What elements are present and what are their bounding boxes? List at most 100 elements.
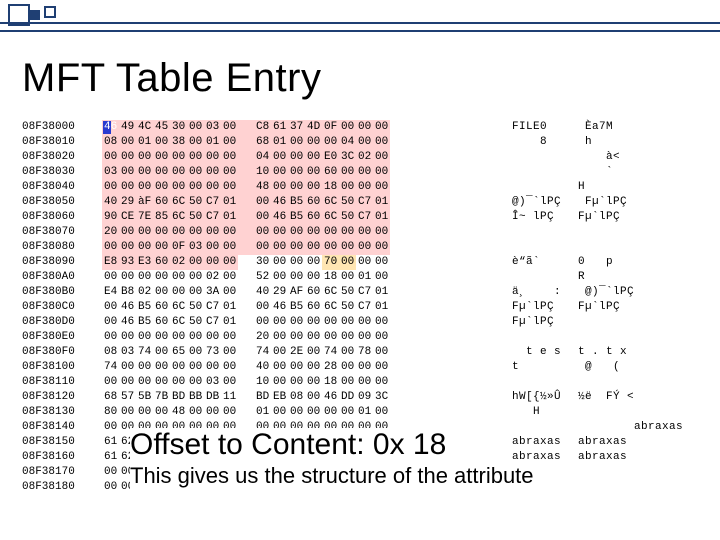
hex-byte: 00	[375, 135, 392, 150]
hex-byte: 08	[290, 390, 307, 405]
hex-byte: 00	[273, 165, 290, 180]
hex-ascii-char	[533, 165, 540, 180]
hex-ascii-char: L	[526, 120, 533, 135]
hex-ascii-char: à	[606, 150, 613, 165]
hex-byte: 03	[121, 345, 138, 360]
hex-byte: 60	[155, 315, 172, 330]
hex-ascii-char	[526, 360, 533, 375]
hex-byte: 00	[104, 180, 121, 195]
hex-byte: 00	[256, 240, 273, 255]
hex-ascii-char	[578, 360, 585, 375]
hex-ascii-char: Ç	[627, 285, 634, 300]
hex-byte: E0	[324, 150, 341, 165]
hex-ascii-char	[561, 285, 568, 300]
hex-ascii-char	[554, 360, 561, 375]
hex-byte: 4C	[138, 120, 155, 135]
hex-ascii-char	[627, 420, 634, 435]
hex-byte: 00	[358, 165, 375, 180]
hex-row: 08F3812068575B7BBDBBDB11BDEB080046DD093C…	[22, 390, 698, 405]
hex-ascii-char	[599, 390, 606, 405]
hex-byte: 00	[104, 270, 121, 285]
hex-ascii-char	[599, 150, 606, 165]
hex-ascii-char	[578, 420, 585, 435]
hex-byte: 50	[189, 210, 206, 225]
hex-ascii-char: F	[512, 315, 519, 330]
hex-byte: 01	[375, 210, 392, 225]
hex-byte: 00	[290, 270, 307, 285]
hex-ascii-char: a	[669, 420, 676, 435]
hex-byte: 00	[273, 180, 290, 195]
hex-ascii-char: a	[613, 435, 620, 450]
hex-byte: 00	[189, 150, 206, 165]
hex-byte: 00	[155, 240, 172, 255]
hex-byte: 00	[223, 150, 240, 165]
hex-ascii-char: ~	[519, 210, 526, 225]
hex-ascii-char	[526, 405, 533, 420]
hex-byte: 00	[307, 225, 324, 240]
hex-byte: 6C	[324, 285, 341, 300]
hex-ascii-char	[585, 255, 592, 270]
hex-ascii-char: `	[592, 300, 599, 315]
hex-ascii-char: P	[613, 195, 620, 210]
hex-byte: C7	[358, 210, 375, 225]
hex-byte: 04	[256, 150, 273, 165]
hex-ascii-char: x	[540, 450, 547, 465]
hex-byte: 61	[104, 450, 121, 465]
hex-byte: 00	[307, 180, 324, 195]
hex-ascii-char	[613, 345, 620, 360]
hex-byte: 61	[273, 120, 290, 135]
hex-byte: 01	[358, 405, 375, 420]
hex-ascii-char: `	[592, 210, 599, 225]
hex-byte: 00	[290, 135, 307, 150]
hex-ascii-char	[540, 165, 547, 180]
hex-byte: 00	[358, 135, 375, 150]
hex-ascii-char	[620, 390, 627, 405]
hex-ascii-char: a	[547, 450, 554, 465]
hex-byte: 00	[121, 405, 138, 420]
hex-ascii-char: @	[512, 195, 519, 210]
hex-byte: 00	[273, 375, 290, 390]
hex-byte: 00	[375, 360, 392, 375]
hex-ascii-char: µ	[585, 210, 592, 225]
hex-byte: C7	[358, 300, 375, 315]
hex-ascii-char	[561, 450, 568, 465]
hex-ascii-char: r	[648, 420, 655, 435]
hex-offset: 08F38160	[22, 450, 92, 465]
hex-byte: 00	[341, 240, 358, 255]
hex-byte: 6C	[172, 315, 189, 330]
hex-byte: 00	[273, 240, 290, 255]
hex-ascii-char	[585, 420, 592, 435]
hex-byte: 00	[324, 330, 341, 345]
hex-byte: 4D	[307, 120, 324, 135]
hex-ascii-char: H	[578, 180, 585, 195]
hex-byte: 00	[223, 330, 240, 345]
hex-ascii-char: ¯	[526, 195, 533, 210]
hex-byte: 00	[290, 225, 307, 240]
hex-byte: 00	[121, 270, 138, 285]
hex-byte: 50	[189, 195, 206, 210]
hex-byte: 70	[324, 255, 341, 270]
hex-offset: 08F380D0	[22, 315, 92, 330]
hex-byte: 00	[172, 150, 189, 165]
hex-byte: 00	[189, 405, 206, 420]
hex-ascii-char	[512, 420, 519, 435]
hex-offset: 08F38030	[22, 165, 92, 180]
hex-byte: 00	[189, 120, 206, 135]
hex-byte: 00	[290, 330, 307, 345]
hex-ascii-char	[533, 150, 540, 165]
hex-byte: 49	[121, 120, 138, 135]
hex-byte: 68	[256, 135, 273, 150]
hex-ascii-char	[599, 360, 606, 375]
hex-byte: 00	[189, 180, 206, 195]
hex-ascii-char	[526, 420, 533, 435]
hex-offset: 08F38130	[22, 405, 92, 420]
hex-ascii-char: Ç	[554, 195, 561, 210]
hex-byte: 01	[256, 405, 273, 420]
hex-byte: 00	[223, 120, 240, 135]
hex-ascii-char	[526, 210, 533, 225]
hex-byte: 00	[121, 135, 138, 150]
hex-byte: 01	[375, 285, 392, 300]
hex-byte: 65	[172, 345, 189, 360]
hex-byte: 74	[324, 345, 341, 360]
hex-byte: 00	[206, 255, 223, 270]
